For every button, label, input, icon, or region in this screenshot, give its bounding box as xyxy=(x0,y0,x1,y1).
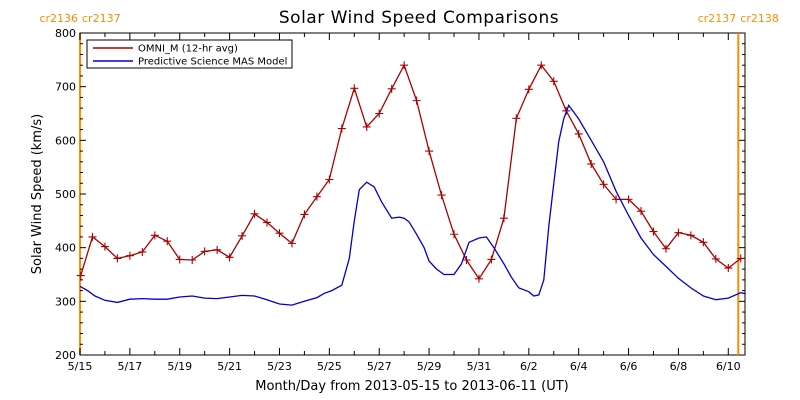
legend-label: OMNI_M (12-hr avg) xyxy=(138,44,238,55)
x-tick-label: 6/6 xyxy=(620,360,638,373)
x-tick-label: 5/25 xyxy=(317,360,342,373)
x-tick-label: 5/15 xyxy=(68,360,93,373)
data-point xyxy=(188,256,197,265)
data-point xyxy=(263,218,272,227)
data-point xyxy=(76,271,85,280)
data-point xyxy=(512,114,521,123)
data-point xyxy=(362,122,371,131)
data-point xyxy=(375,109,384,118)
data-point xyxy=(325,175,334,184)
y-tick-label: 600 xyxy=(55,134,76,147)
data-point xyxy=(724,264,733,273)
data-point xyxy=(524,85,533,94)
data-point xyxy=(499,214,508,223)
data-point xyxy=(674,228,683,237)
data-point xyxy=(412,96,421,105)
data-point xyxy=(300,210,309,219)
data-point xyxy=(612,195,621,204)
data-point xyxy=(661,244,670,253)
series-line-0 xyxy=(80,63,742,280)
data-point xyxy=(462,256,471,265)
x-tick-label: 5/29 xyxy=(417,360,442,373)
data-point xyxy=(275,229,284,238)
data-point xyxy=(425,147,434,156)
x-tick-label: 6/10 xyxy=(716,360,741,373)
data-point xyxy=(287,239,296,248)
data-point xyxy=(138,247,147,256)
data-point xyxy=(238,231,247,240)
data-point xyxy=(113,254,122,263)
data-point xyxy=(163,237,172,246)
y-axis-title: Solar Wind Speed (km/s) xyxy=(30,114,45,274)
y-tick-label: 500 xyxy=(55,188,76,201)
data-point xyxy=(624,195,633,204)
y-tick-label: 300 xyxy=(55,295,76,308)
legend-label: Predictive Science MAS Model xyxy=(138,57,287,68)
data-point xyxy=(100,242,109,251)
data-point xyxy=(474,274,483,283)
carrington-label-right: cr2137 xyxy=(82,12,121,25)
data-point xyxy=(487,255,496,264)
x-tick-label: 5/23 xyxy=(267,360,292,373)
y-tick-label: 700 xyxy=(55,81,76,94)
x-tick-label: 5/21 xyxy=(217,360,242,373)
legend-box xyxy=(86,39,293,69)
data-point xyxy=(175,255,184,264)
data-point xyxy=(150,231,159,240)
chart-title: Solar Wind Speed Comparisons xyxy=(279,8,559,28)
data-point xyxy=(400,61,409,70)
data-point xyxy=(699,238,708,247)
data-point xyxy=(312,192,321,201)
series-line-1 xyxy=(79,104,746,306)
carrington-label-right: cr2138 xyxy=(740,12,779,25)
data-point xyxy=(587,159,596,168)
data-point xyxy=(350,84,359,93)
data-point xyxy=(250,209,259,218)
data-point xyxy=(450,230,459,239)
data-point xyxy=(599,180,608,189)
data-point xyxy=(711,254,720,263)
data-point xyxy=(200,247,209,256)
x-axis-title: Month/Day from 2013-05-15 to 2013-06-11 … xyxy=(255,379,568,394)
data-point xyxy=(686,231,695,240)
data-point xyxy=(337,124,346,133)
data-point xyxy=(88,232,97,241)
data-point xyxy=(736,254,745,263)
y-tick-label: 200 xyxy=(55,349,76,362)
x-tick-label: 5/27 xyxy=(367,360,392,373)
plot-frame xyxy=(79,32,746,356)
x-tick-label: 6/4 xyxy=(570,360,588,373)
data-point xyxy=(537,61,546,70)
x-tick-label: 5/19 xyxy=(167,360,192,373)
carrington-label-left: cr2137 xyxy=(698,12,737,25)
carrington-label-left: cr2136 xyxy=(39,12,78,25)
x-tick-label: 5/31 xyxy=(467,360,492,373)
x-tick-label: 6/2 xyxy=(520,360,538,373)
data-point xyxy=(225,253,234,262)
data-point xyxy=(437,191,446,200)
data-point xyxy=(387,84,396,93)
data-point xyxy=(574,129,583,138)
data-point xyxy=(125,251,134,260)
data-point xyxy=(649,227,658,236)
data-point xyxy=(549,77,558,86)
y-tick-label: 800 xyxy=(55,27,76,40)
y-tick-label: 400 xyxy=(55,242,76,255)
x-tick-label: 5/17 xyxy=(118,360,143,373)
data-point xyxy=(213,245,222,254)
data-point xyxy=(637,207,646,216)
x-tick-label: 6/8 xyxy=(670,360,688,373)
